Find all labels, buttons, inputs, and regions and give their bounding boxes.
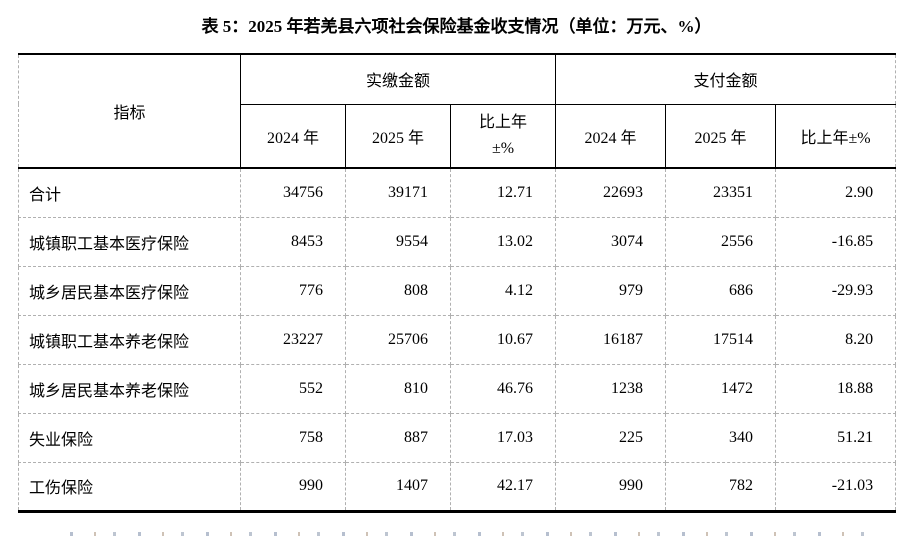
table-title: 表 5：2025 年若羌县六项社会保险基金收支情况（单位：万元、%） (201, 17, 712, 36)
table-row-resident-pension: 城乡居民基本养老保险 552 810 46.76 1238 1472 18.88 (18, 363, 897, 414)
col-header-paid-2024: 2024 年 (240, 103, 346, 169)
col-group-payout: 支付金额 (555, 53, 897, 105)
cell-paid-2025: 810 (345, 363, 451, 414)
cell-pay-change: 18.88 (775, 363, 897, 414)
insurance-fund-table: 指标 实缴金额 支付金额 2024 年 2025 年 比上年 ±% 2024 年… (18, 53, 897, 513)
row-label: 合计 (18, 167, 241, 218)
cell-pay-change: 51.21 (775, 412, 897, 463)
table-row-urban-employee-pension: 城镇职工基本养老保险 23227 25706 10.67 16187 17514… (18, 314, 897, 365)
row-label: 城乡居民基本养老保险 (18, 363, 241, 414)
cell-paid-2024: 23227 (240, 314, 346, 365)
cell-paid-change: 4.12 (449, 265, 557, 316)
cell-paid-change: 12.71 (449, 167, 557, 218)
col-header-pay-change: 比上年±% (775, 103, 897, 169)
row-label: 城镇职工基本养老保险 (18, 314, 241, 365)
table-row-total: 合计 34756 39171 12.71 22693 23351 2.90 (18, 167, 897, 218)
row-label: 城镇职工基本医疗保险 (18, 216, 241, 267)
col-header-paid-2025: 2025 年 (345, 103, 451, 169)
cell-pay-2025: 23351 (665, 167, 777, 218)
cell-paid-2024: 758 (240, 412, 346, 463)
col-header-pay-2024: 2024 年 (555, 103, 667, 169)
cell-pay-2025: 1472 (665, 363, 777, 414)
cell-paid-2024: 776 (240, 265, 346, 316)
cell-pay-change: 2.90 (775, 167, 897, 218)
table-header: 指标 实缴金额 支付金额 2024 年 2025 年 比上年 ±% 2024 年… (18, 53, 897, 169)
cell-paid-2025: 25706 (345, 314, 451, 365)
cell-paid-2024: 552 (240, 363, 346, 414)
cell-pay-change: -29.93 (775, 265, 897, 316)
cell-pay-2025: 17514 (665, 314, 777, 365)
table-row-urban-employee-medical: 城镇职工基本医疗保险 8453 9554 13.02 3074 2556 -16… (18, 216, 897, 267)
row-label: 失业保险 (18, 412, 241, 463)
col-group-paid-in: 实缴金额 (239, 53, 557, 105)
cell-paid-2025: 808 (345, 265, 451, 316)
paid-change-label-line1: 比上年 (479, 113, 528, 131)
cell-pay-change: 8.20 (775, 314, 897, 365)
cell-pay-2024: 1238 (555, 363, 667, 414)
cell-pay-2024: 979 (555, 265, 667, 316)
header-group-row: 指标 实缴金额 支付金额 (18, 53, 897, 169)
paid-change-label-line2: ±% (491, 139, 515, 157)
cell-paid-change: 17.03 (449, 412, 557, 463)
cell-pay-2024: 22693 (555, 167, 667, 218)
cell-pay-change: -21.03 (775, 461, 897, 513)
cell-pay-2024: 3074 (555, 216, 667, 267)
table-body: 合计 34756 39171 12.71 22693 23351 2.90 城镇… (18, 167, 897, 513)
cell-paid-2025: 887 (345, 412, 451, 463)
col-header-pay-2025: 2025 年 (665, 103, 777, 169)
cell-paid-change: 46.76 (449, 363, 557, 414)
cell-pay-change: -16.85 (775, 216, 897, 267)
cell-paid-2025: 1407 (345, 461, 451, 513)
row-label: 城乡居民基本医疗保险 (18, 265, 241, 316)
table-row-resident-medical: 城乡居民基本医疗保险 776 808 4.12 979 686 -29.93 (18, 265, 897, 316)
cell-paid-change: 10.67 (449, 314, 557, 365)
cell-paid-2025: 9554 (345, 216, 451, 267)
cell-pay-2024: 16187 (555, 314, 667, 365)
cell-paid-2025: 39171 (345, 167, 451, 218)
cell-pay-2025: 2556 (665, 216, 777, 267)
header-sub-row: 2024 年 2025 年 比上年 ±% 2024 年 2025 年 比上年±% (19, 103, 897, 169)
row-label: 工伤保险 (18, 461, 241, 513)
cell-pay-2024: 990 (555, 461, 667, 513)
table-row-unemployment: 失业保险 758 887 17.03 225 340 51.21 (18, 412, 897, 463)
cell-paid-2024: 34756 (240, 167, 346, 218)
cell-pay-2025: 782 (665, 461, 777, 513)
col-header-paid-change: 比上年 ±% (449, 103, 557, 169)
cell-paid-2024: 8453 (240, 216, 346, 267)
clipped-next-line-fragment (70, 532, 875, 536)
cell-paid-change: 42.17 (449, 461, 557, 513)
cell-pay-2025: 340 (665, 412, 777, 463)
col-header-indicator: 指标 (18, 53, 241, 169)
cell-paid-2024: 990 (240, 461, 346, 513)
table-row-work-injury: 工伤保险 990 1407 42.17 990 782 -21.03 (18, 461, 897, 513)
cell-paid-change: 13.02 (449, 216, 557, 267)
cell-pay-2025: 686 (665, 265, 777, 316)
cell-pay-2024: 225 (555, 412, 667, 463)
